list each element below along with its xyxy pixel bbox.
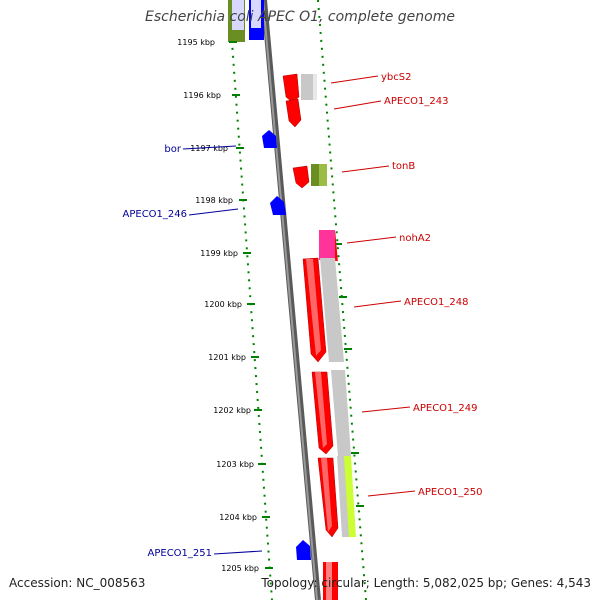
gene-APECO1_249[interactable] [311,370,351,456]
label-APECO1_248[interactable]: APECO1_248 [404,297,469,308]
tick-label-1196: 1196 kbp [183,91,221,100]
tick-label-1205: 1205 kbp [221,564,259,573]
gene-tonB[interactable] [292,164,327,189]
tick-label-1199: 1199 kbp [200,249,238,258]
scale-ticks [229,41,273,569]
top-partial-features [228,0,264,42]
label-bor[interactable]: bor [164,144,181,155]
gene-labels: ybcS2 APECO1_243 bor tonB APECO1_246 noh… [123,72,483,559]
gene-APECO1_243[interactable] [285,98,302,128]
gene-APECO1_251[interactable] [296,540,311,560]
gene-APECO1_248[interactable] [302,257,344,363]
tick-label-1204: 1204 kbp [219,513,257,522]
label-APECO1_250[interactable]: APECO1_250 [418,487,483,498]
label-leader-lines [182,75,416,555]
genome-backbone [261,0,321,600]
gene-APECO1_250[interactable] [317,456,356,538]
tick-label-1197: 1197 kbp [190,144,228,153]
accession-text: Accession: NC_008563 [9,576,146,590]
genome-summary-text: Topology: circular; Length: 5,082,025 bp… [261,576,591,590]
label-tonB[interactable]: tonB [392,161,415,172]
lavender-feature-top [232,0,244,30]
gene-bor[interactable] [262,130,277,148]
label-APECO1_251[interactable]: APECO1_251 [148,548,213,559]
scale-ticks-right [334,243,364,507]
tick-label-1201: 1201 kbp [208,353,246,362]
map-title: Escherichia coli APEC O1, complete genom… [145,9,455,25]
label-nohA2[interactable]: nohA2 [399,233,431,244]
label-ybcS2[interactable]: ybcS2 [381,72,411,83]
label-APECO1_246[interactable]: APECO1_246 [123,209,188,220]
gene-APECO1_246[interactable] [270,196,286,215]
gene-bottom-partial [323,562,338,600]
gene-nohA2[interactable] [319,230,338,261]
lavender-feature-top-2 [251,0,261,28]
label-APECO1_243[interactable]: APECO1_243 [384,96,449,107]
tick-label-1203: 1203 kbp [216,460,254,469]
tick-label-1202: 1202 kbp [213,406,251,415]
tick-label-1195: 1195 kbp [177,38,215,47]
tick-label-1200: 1200 kbp [204,300,242,309]
tick-label-1198: 1198 kbp [195,196,233,205]
scale-tick-labels: 1195 kbp 1196 kbp 1197 kbp 1198 kbp 1199… [177,38,259,573]
label-APECO1_249[interactable]: APECO1_249 [413,403,478,414]
gene-ybcS2[interactable] [282,73,317,103]
